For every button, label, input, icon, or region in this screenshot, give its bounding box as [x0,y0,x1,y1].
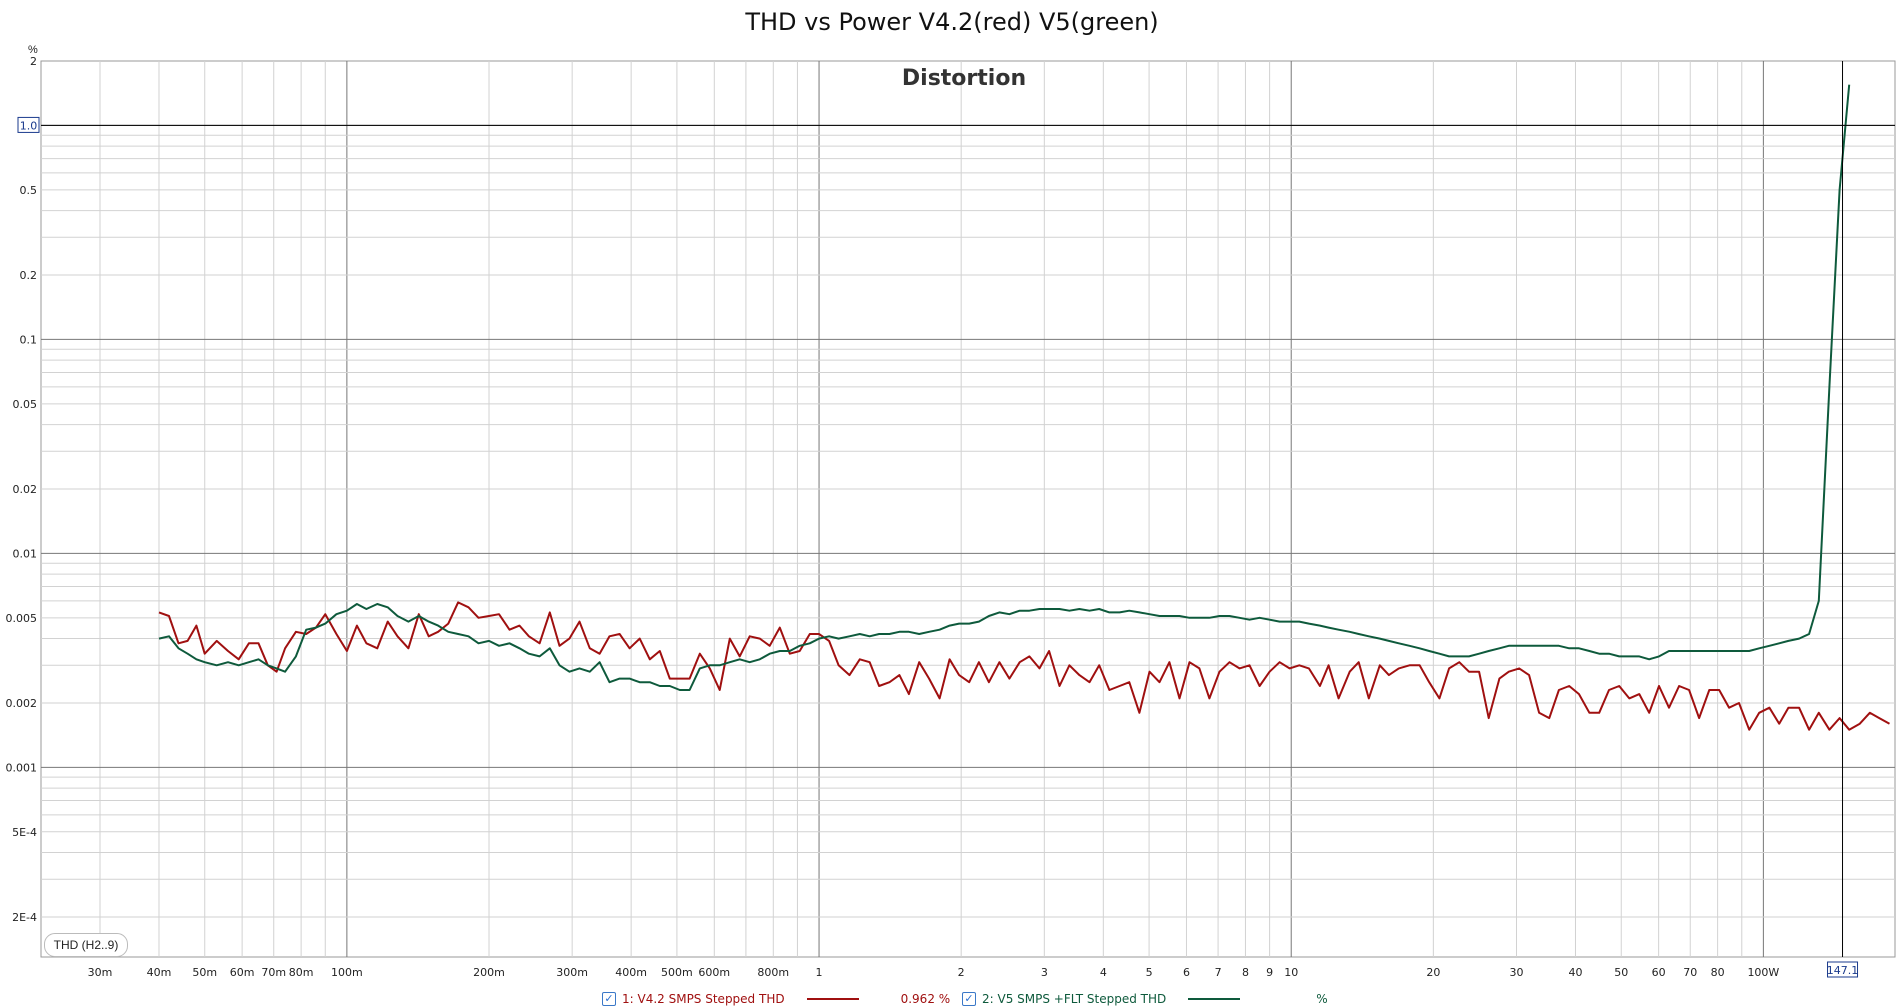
legend-value-2: % [1316,992,1328,1006]
y-tick-label: 0.2 [20,269,38,282]
y-tick-label: 2 [30,55,37,68]
x-tick-label: 500m [661,966,693,979]
chart-title: THD vs Power V4.2(red) V5(green) [745,8,1159,36]
y-tick-label: 0.5 [20,184,38,197]
x-tick-label: 50m [192,966,217,979]
x-tick-label: 80 [1711,966,1725,979]
y-tick-label: 0.1 [20,333,38,346]
x-tick-label: 8 [1242,966,1249,979]
x-tick-label: 300m [556,966,588,979]
x-tick-label: 60m [230,966,255,979]
x-tick-label: 20 [1426,966,1440,979]
x-tick-label: 10 [1284,966,1298,979]
x-tick-label: 1 [816,966,823,979]
x-tick-label: 800m [757,966,789,979]
x-tick-label: 40m [147,966,172,979]
y-tick-label: 0.002 [6,697,38,710]
legend-swatch-1 [806,998,859,1000]
x-tick-label: 2 [958,966,965,979]
series-layer [158,84,1890,731]
cursor-layer: 147.1 1.0 [17,61,1895,978]
y-tick-label: 0.05 [13,398,38,411]
y-tick-label: 0.01 [13,547,38,560]
plot-frame [40,60,1896,958]
x-tick-label: 9 [1266,966,1273,979]
x-tick-label: 7 [1215,966,1222,979]
x-tick-label: 100W [1747,966,1779,979]
plot-annotation: Distortion [902,66,1026,91]
legend-swatch-2 [1188,998,1241,1000]
series-line-1 [158,601,1890,731]
y-tick-label: 0.02 [13,483,38,496]
y-tick-label: 0.005 [6,612,38,625]
grid-layer [40,60,1896,958]
cursor-x-readout-box [1827,961,1859,978]
x-tick-label: 80m [289,966,314,979]
legend-item-series-1[interactable]: ✓ 1: V4.2 SMPS Stepped THD 0.962 % [602,990,950,1008]
x-tick-label: 60 [1652,966,1666,979]
measurement-badge[interactable]: THD (H2..9) [44,933,128,957]
x-tick-label: 4 [1100,966,1107,979]
legend-label-1: 1: V4.2 SMPS Stepped THD [622,992,785,1006]
x-tick-label: 70 [1683,966,1697,979]
legend-item-series-2[interactable]: ✓ 2: V5 SMPS +FLT Stepped THD % [962,990,1328,1008]
cursor-y-readout: 1.0 [20,119,38,132]
y-axis-unit: % [28,44,38,56]
cursor-y-readout-box [17,116,40,133]
checkbox-icon[interactable]: ✓ [602,992,616,1006]
x-tick-label: 400m [615,966,647,979]
checkbox-icon[interactable]: ✓ [962,992,976,1006]
x-tick-label: 6 [1183,966,1190,979]
series-line-2 [158,84,1851,691]
y-tick-label: 2E-4 [12,911,37,924]
x-tick-label: 30m [88,966,113,979]
y-tick-label: 0.001 [6,761,38,774]
x-tick-label: 70m [261,966,286,979]
x-tick-label: 600m [698,966,730,979]
x-tick-label: 5 [1146,966,1153,979]
legend-value-1: 0.962 % [900,992,951,1006]
cursor-x-readout: 147.1 [1827,964,1859,977]
x-tick-label: 3 [1041,966,1048,979]
x-tick-label: 100m [331,966,363,979]
y-tick-label: 5E-4 [12,826,37,839]
x-tick-label: 30 [1509,966,1523,979]
legend-label-2: 2: V5 SMPS +FLT Stepped THD [982,992,1167,1006]
thd-plot[interactable]: 30m 40m 50m 60m 70m 80m 100m 200m 300m 400m 500m 60… [0,0,1904,980]
tick-labels: 30m 40m 50m 60m 70m 80m 100m 200m 300m 400m 500m 60… [6,55,1780,979]
x-tick-label: 50 [1614,966,1628,979]
x-tick-label: 200m [473,966,505,979]
x-tick-label: 40 [1568,966,1582,979]
